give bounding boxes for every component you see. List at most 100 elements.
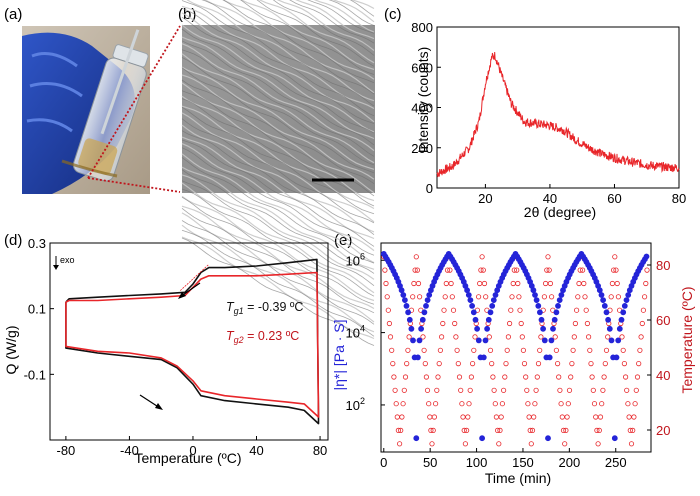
temperature-point (394, 414, 400, 420)
temperature-point (520, 347, 527, 353)
rheology-ytick-right-label: 60 (656, 313, 670, 328)
sem-groove (181, 169, 375, 274)
temperature-point (429, 441, 435, 447)
temperature-point (489, 360, 495, 367)
temperature-point (634, 374, 641, 380)
sem-ridge (181, 143, 375, 252)
temperature-point (505, 334, 511, 340)
sem-ridge (181, 166, 375, 270)
viscosity-point (643, 253, 650, 260)
temperature-point (413, 254, 419, 260)
temperature-point (597, 414, 604, 420)
temperature-point (477, 280, 483, 287)
sem-groove (181, 40, 375, 146)
viscosity-point (416, 337, 423, 344)
temperature-point (458, 387, 464, 393)
sem-groove (307, 0, 375, 34)
sem-groove (289, 0, 375, 44)
temperature-point (591, 401, 598, 407)
sem-groove (181, 118, 375, 224)
temperature-point (602, 360, 608, 367)
temperature-point (428, 427, 434, 433)
temperature-point (483, 294, 489, 300)
temperature-point (499, 401, 505, 407)
xrd-series-line (436, 51, 680, 178)
temperature-point (546, 267, 552, 273)
temperature-point (463, 427, 470, 433)
sem-groove (181, 196, 375, 305)
dsc-xtick-label: 0 (189, 443, 196, 458)
temperature-point (518, 320, 524, 327)
sem-groove (181, 229, 375, 337)
temperature-point (545, 254, 551, 260)
viscosity-point (406, 316, 413, 323)
temperature-point (469, 360, 476, 367)
temperature-point (453, 334, 459, 340)
sem-groove (181, 220, 375, 325)
temperature-point (400, 401, 406, 407)
temperature-point (630, 427, 636, 433)
temperature-point (582, 294, 588, 300)
temperature-point (643, 280, 649, 287)
temperature-point (547, 280, 554, 287)
temperature-point (632, 401, 638, 407)
dsc-xtick-label: -80 (56, 443, 75, 458)
temperature-point (516, 294, 522, 300)
temperature-point (514, 267, 520, 273)
viscosity-point (418, 325, 424, 332)
temperature-point (386, 320, 392, 327)
rheology-ytick-right-label: 40 (656, 368, 670, 383)
sem-ridge (181, 153, 375, 264)
temperature-point (393, 401, 399, 407)
temperature-point (460, 414, 466, 420)
sem-ridge (295, 0, 375, 40)
temperature-point (533, 387, 539, 393)
viscosity-point (620, 309, 627, 316)
dsc-xlabel: Temperature (ºC) (134, 450, 241, 466)
temperature-point (603, 347, 610, 353)
temperature-point (410, 294, 416, 300)
temperature-point (552, 334, 558, 340)
temperature-point (491, 387, 497, 393)
rheology-xtick-label: 50 (423, 455, 437, 470)
temperature-point (581, 280, 587, 287)
temperature-point (628, 441, 635, 447)
viscosity-point (474, 325, 480, 332)
viscosity-point (615, 337, 622, 344)
temperature-point (416, 294, 423, 300)
temperature-point (619, 334, 625, 340)
viscosity-point (489, 302, 496, 309)
viscosity-point (546, 354, 553, 361)
viscosity-point (470, 309, 477, 316)
sem-ridge (181, 82, 375, 194)
xrd-ytick-label: 600 (411, 60, 433, 75)
temperature-point (594, 427, 600, 433)
temperature-point (503, 360, 509, 367)
viscosity-point (556, 297, 563, 303)
viscosity-point (426, 292, 433, 298)
viscosity-point (467, 297, 474, 303)
temperature-point (521, 360, 528, 367)
sem-ridge (181, 105, 375, 210)
sem-ridge (258, 0, 375, 64)
temperature-point (441, 307, 447, 313)
viscosity-point (424, 297, 431, 303)
temperature-point (459, 401, 465, 407)
temperature-point (462, 441, 468, 447)
viscosity-point (423, 302, 429, 309)
temperature-point (584, 320, 591, 327)
temperature-point (422, 360, 428, 367)
temperature-point (532, 401, 538, 407)
temperature-point (450, 307, 457, 313)
temperature-series (381, 254, 650, 447)
sem-ridge (181, 36, 375, 140)
temperature-point (466, 401, 472, 407)
temperature-point (498, 414, 504, 420)
temperature-point (599, 401, 605, 407)
temperature-point (626, 414, 632, 420)
temperature-point (523, 374, 529, 380)
viscosity-point (469, 302, 475, 309)
temperature-point (437, 347, 443, 353)
xrd-ytick-label: 400 (411, 101, 433, 116)
temperature-point (556, 374, 562, 380)
